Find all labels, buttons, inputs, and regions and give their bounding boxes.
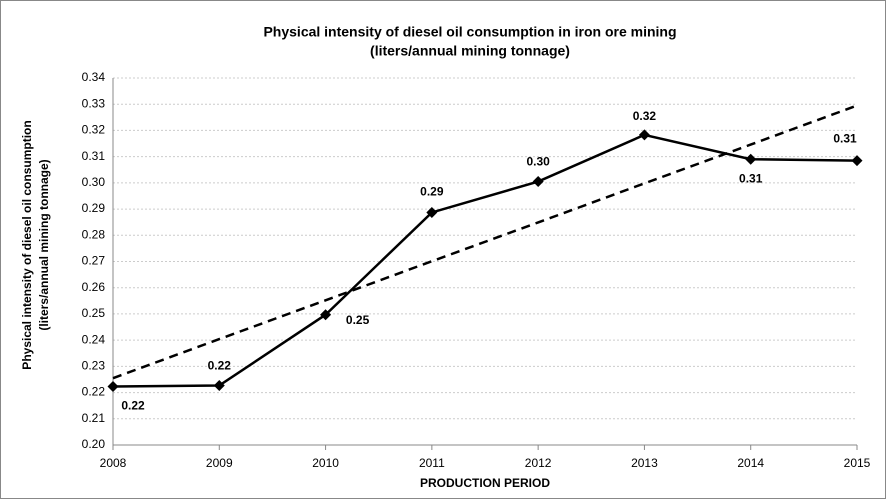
marker [745,153,757,165]
x-axis-title: PRODUCTION PERIOD [420,476,550,490]
value-label: 0.30 [526,155,550,169]
x-tick-label: 2009 [206,456,233,470]
y-axis-title: (liters/annual mining tonnage) [37,159,51,330]
value-label: 0.22 [121,399,145,413]
y-tick-label: 0.29 [82,201,106,215]
value-label: 0.22 [208,359,232,373]
chart-title: (liters/annual mining tonnage) [370,43,570,59]
marker [213,379,225,391]
y-tick-label: 0.26 [82,280,106,294]
marker [851,155,863,167]
chart-title: Physical intensity of diesel oil consump… [263,24,676,40]
x-tick-label: 2014 [737,456,764,470]
marker [107,381,119,393]
x-tick-label: 2015 [844,456,871,470]
y-tick-label: 0.30 [82,175,106,189]
y-tick-label: 0.31 [82,149,106,163]
x-tick-label: 2011 [419,456,445,470]
y-tick-label: 0.33 [82,96,106,110]
y-tick-label: 0.22 [82,385,106,399]
value-label: 0.31 [739,171,763,185]
marker [320,309,332,321]
y-axis-title: Physical intensity of diesel oil consump… [20,120,34,369]
y-tick-label: 0.24 [82,332,106,346]
series-line [112,133,858,388]
x-tick-label: 2008 [100,456,127,470]
y-tick-label: 0.21 [82,411,106,425]
value-label: 0.32 [633,109,657,123]
y-tick-label: 0.20 [82,437,106,451]
marker [532,176,544,188]
x-tick-label: 2012 [525,456,552,470]
y-tick-label: 0.34 [82,70,106,84]
x-tick-label: 2010 [312,456,339,470]
y-tick-label: 0.25 [82,306,106,320]
value-label: 0.25 [346,313,370,327]
y-tick-label: 0.23 [82,359,106,373]
trend-line [112,104,858,380]
marker [638,129,650,141]
marker [426,206,438,218]
x-tick-label: 2013 [631,456,658,470]
y-tick-label: 0.32 [82,123,106,137]
y-tick-label: 0.27 [82,254,106,268]
value-label: 0.31 [833,132,857,146]
value-label: 0.29 [420,185,444,199]
y-tick-label: 0.28 [82,227,106,241]
